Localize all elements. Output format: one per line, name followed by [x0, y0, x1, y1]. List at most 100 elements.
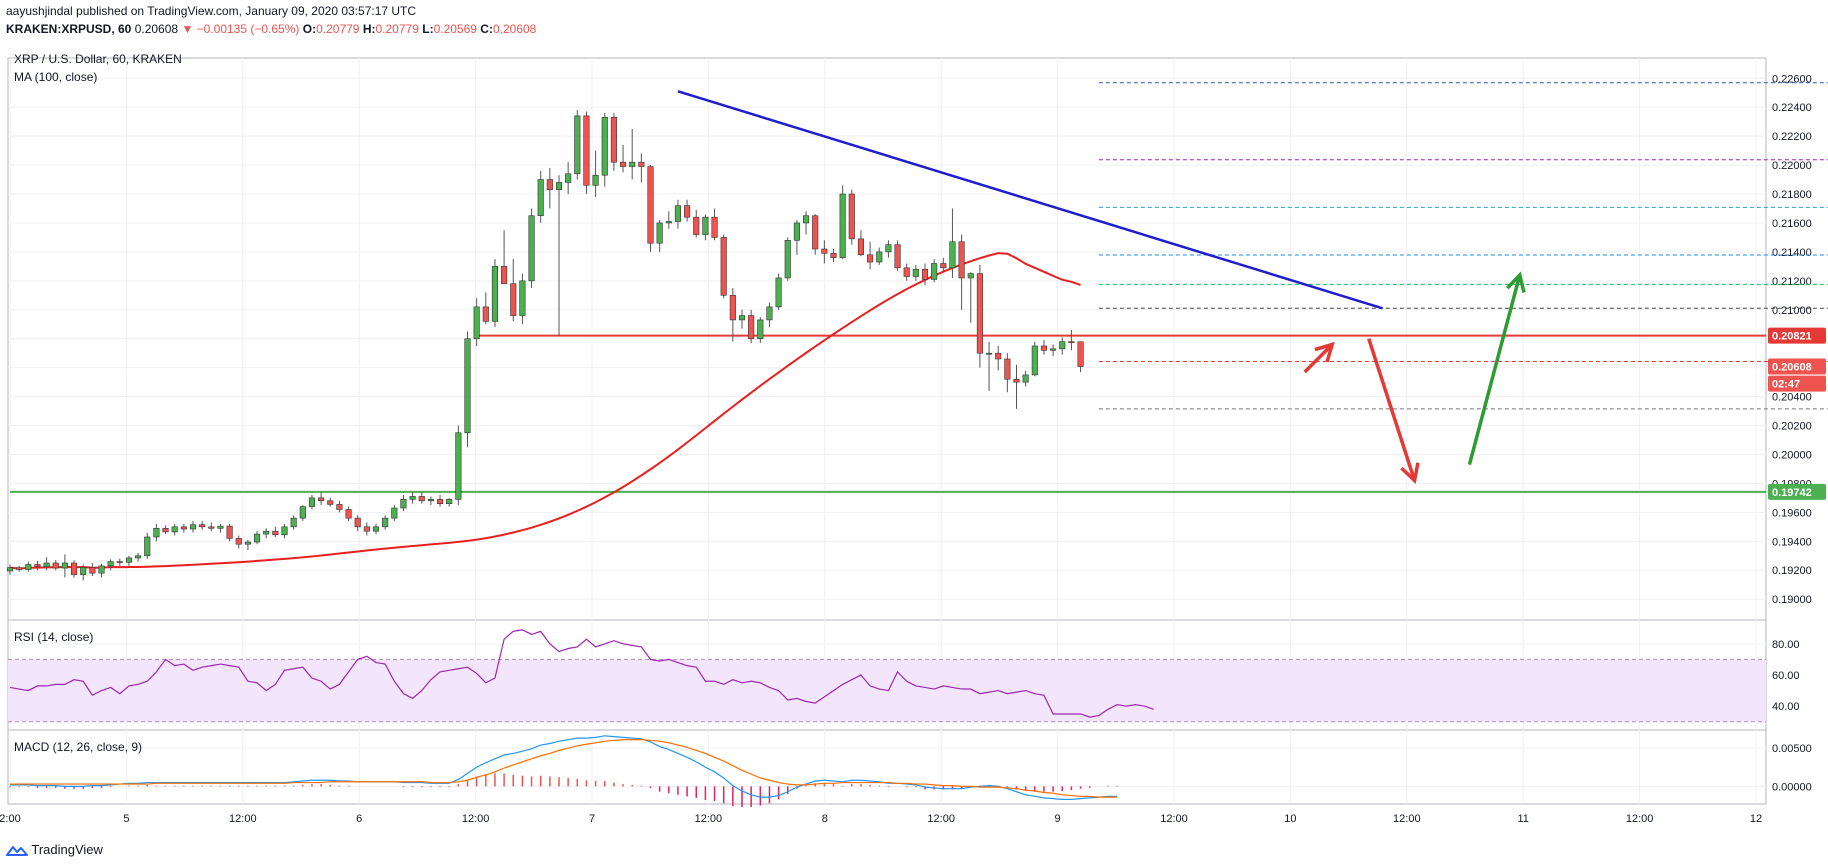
candle — [263, 528, 270, 539]
plot-frame — [7, 57, 1767, 805]
candle-body — [619, 161, 627, 167]
x-tick-label: 12:00 — [1626, 813, 1654, 825]
candle — [162, 525, 169, 535]
candle — [16, 565, 23, 572]
candle-body — [921, 268, 929, 280]
candle — [318, 492, 325, 506]
candle-body — [427, 499, 434, 502]
footer-brand[interactable]: TradingView — [6, 842, 103, 857]
candle-body — [482, 306, 489, 322]
candle — [308, 495, 316, 510]
candle — [1068, 330, 1075, 351]
candle — [720, 234, 727, 299]
x-tick-label: 12:00 — [1393, 813, 1421, 825]
candle — [1040, 340, 1047, 355]
candle-body — [382, 517, 389, 528]
candle-body — [802, 215, 810, 224]
candle — [391, 505, 398, 522]
candle-body — [327, 500, 334, 505]
candle-body — [34, 564, 41, 567]
candle — [98, 563, 105, 578]
bearish-trend-line — [677, 90, 1383, 310]
candle — [976, 264, 983, 368]
candle — [372, 523, 380, 535]
candle-body — [6, 567, 14, 572]
forecast-arrow-shaft — [1303, 343, 1334, 374]
candle — [537, 170, 544, 223]
candle-body — [125, 557, 132, 563]
candle-body — [180, 526, 187, 530]
candle-body — [940, 263, 947, 269]
candle — [153, 523, 160, 542]
candle-body — [693, 216, 700, 235]
open-label: O: — [302, 22, 317, 36]
candle-body — [1050, 348, 1057, 351]
x-tick-label: 12:00 — [1160, 813, 1188, 825]
candle — [775, 273, 782, 310]
candle — [738, 309, 746, 329]
candle — [885, 240, 892, 258]
x-tick-label: 12:00 — [695, 813, 723, 825]
candle — [244, 539, 251, 550]
candle — [629, 128, 636, 180]
price-label-box — [1768, 375, 1826, 392]
candle — [116, 558, 123, 566]
candle-body — [949, 241, 956, 269]
y-tick-label: 0.20200 — [1772, 421, 1812, 433]
rsi-tick-label: 60.00 — [1772, 670, 1800, 682]
y-tick-label: 0.22400 — [1772, 102, 1812, 114]
candle — [528, 208, 535, 289]
candle-body — [299, 506, 306, 519]
candle-body — [830, 253, 837, 258]
candle-body — [995, 352, 1002, 360]
x-tick-label: 12:00 — [927, 813, 955, 825]
candle — [208, 522, 215, 532]
price-label-box — [1768, 327, 1826, 344]
candle-body — [1077, 341, 1084, 367]
candle-body — [208, 526, 215, 529]
candle-body — [345, 509, 352, 519]
candle-body — [546, 179, 553, 190]
candle-body — [244, 541, 251, 545]
y-tick-label: 0.21800 — [1772, 189, 1812, 201]
candle-body — [254, 533, 261, 543]
candle-body — [1013, 378, 1020, 383]
price-label-box — [1768, 358, 1826, 375]
x-tick-label: 12:00 — [229, 813, 257, 825]
candle-body — [876, 251, 883, 263]
candle-body — [812, 215, 819, 250]
x-tick-label: 9 — [1055, 813, 1061, 825]
candle — [189, 521, 197, 533]
candle — [839, 185, 846, 260]
candle-body — [967, 273, 974, 279]
macd-signal-line — [10, 739, 1118, 798]
candle-body — [80, 567, 87, 575]
candle-body — [912, 268, 919, 277]
candle-body — [1004, 358, 1011, 380]
candle-body — [491, 266, 499, 322]
candle-body — [455, 432, 462, 500]
candle — [135, 552, 142, 562]
candle — [830, 249, 837, 263]
candle — [299, 505, 306, 522]
candle — [995, 345, 1002, 371]
candle-body — [565, 173, 572, 183]
forecast-arrow-shaft — [1467, 274, 1522, 466]
candle-body — [235, 538, 242, 545]
candle — [345, 506, 352, 522]
candle-body — [446, 499, 453, 504]
candle-body — [16, 567, 23, 570]
candle — [821, 240, 828, 264]
candle — [903, 263, 910, 281]
price-label-box — [1768, 483, 1826, 500]
candle-body — [116, 561, 123, 563]
candle-body — [52, 562, 59, 569]
candle — [711, 208, 718, 241]
candle-body — [391, 507, 398, 519]
candle — [89, 563, 96, 577]
candle-body — [281, 526, 288, 536]
candle — [921, 263, 929, 286]
candle-body — [821, 248, 828, 254]
y-tick-label: 0.21000 — [1772, 305, 1812, 317]
